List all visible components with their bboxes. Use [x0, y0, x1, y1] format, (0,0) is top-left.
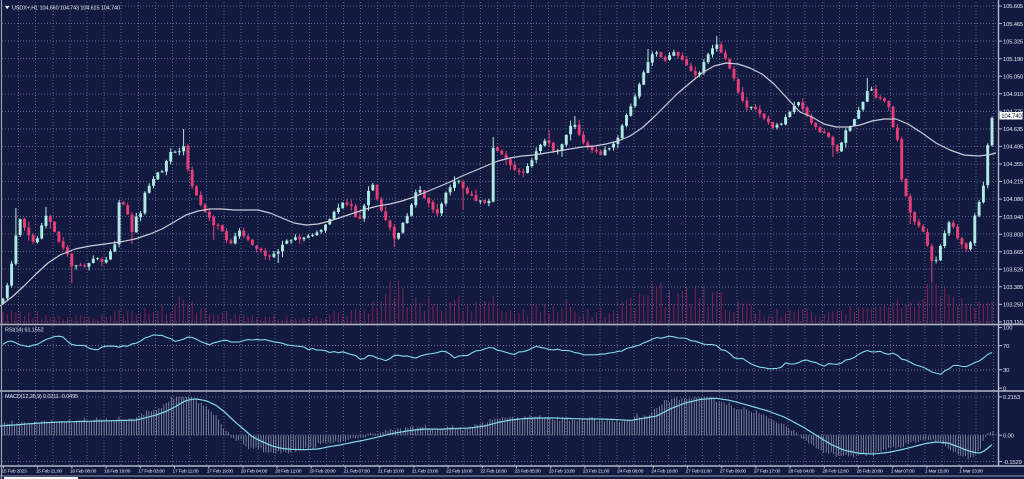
svg-text:104.495: 104.495 [1003, 145, 1024, 151]
svg-text:21 Feb 07:00: 21 Feb 07:00 [344, 469, 371, 475]
svg-text:28 Feb 20:00: 28 Feb 20:00 [857, 469, 884, 475]
svg-text:22 Feb 18:00: 22 Feb 18:00 [480, 469, 507, 475]
svg-text:21 Feb 15:00: 21 Feb 15:00 [378, 469, 405, 475]
svg-text:103.110: 103.110 [1003, 320, 1023, 326]
svg-text:1 Mar 23:00: 1 Mar 23:00 [959, 469, 983, 475]
svg-text:20 Feb 12:00: 20 Feb 12:00 [275, 469, 302, 475]
svg-text:103.385: 103.385 [1003, 285, 1024, 291]
svg-text:103.525: 103.525 [1003, 267, 1024, 273]
svg-text:105.050: 105.050 [1003, 74, 1024, 80]
svg-text:15 Feb 2023: 15 Feb 2023 [2, 469, 28, 475]
svg-text:20 Feb 04:00: 20 Feb 04:00 [241, 469, 268, 475]
svg-text:105.325: 105.325 [1003, 39, 1024, 45]
svg-text:16 Feb 16:00: 16 Feb 16:00 [104, 469, 131, 475]
svg-text:-0.1529: -0.1529 [1003, 460, 1022, 466]
svg-text:104.355: 104.355 [1003, 162, 1024, 168]
svg-text:104.635: 104.635 [1003, 127, 1024, 133]
svg-text:27 Feb 09:00: 27 Feb 09:00 [720, 469, 747, 475]
svg-text:30: 30 [1003, 368, 1010, 374]
svg-text:1 Mar 15:00: 1 Mar 15:00 [925, 469, 949, 475]
svg-text:20 Feb 20:00: 20 Feb 20:00 [309, 469, 336, 475]
svg-text:23 Feb 21:00: 23 Feb 21:00 [583, 469, 610, 475]
svg-text:17 Feb 11:00: 17 Feb 11:00 [173, 469, 199, 475]
svg-text:105.465: 105.465 [1003, 22, 1024, 28]
svg-text:MACD(12,26,9) 0.0211 -0.0495: MACD(12,26,9) 0.0211 -0.0495 [5, 394, 78, 400]
svg-text:104.215: 104.215 [1003, 180, 1024, 186]
svg-text:104.910: 104.910 [1003, 92, 1024, 98]
svg-text:28 Feb 12:00: 28 Feb 12:00 [822, 469, 849, 475]
svg-text:103.250: 103.250 [1003, 303, 1024, 309]
svg-text:24 Feb 16:00: 24 Feb 16:00 [651, 469, 678, 475]
svg-text:0.00: 0.00 [1003, 433, 1015, 439]
svg-text:0.2153: 0.2153 [1003, 395, 1021, 401]
svg-text:1 Mar 07:00: 1 Mar 07:00 [891, 469, 915, 475]
svg-text:21 Feb 23:00: 21 Feb 23:00 [412, 469, 439, 475]
svg-text:23 Feb 05:00: 23 Feb 05:00 [515, 469, 542, 475]
svg-text:22 Feb 10:00: 22 Feb 10:00 [446, 469, 473, 475]
svg-text:24 Feb 08:00: 24 Feb 08:00 [617, 469, 644, 475]
svg-text:104.740: 104.740 [1001, 114, 1022, 120]
svg-text:28 Feb 04:00: 28 Feb 04:00 [788, 469, 815, 475]
svg-text:103.665: 103.665 [1003, 250, 1024, 256]
svg-text:23 Feb 13:00: 23 Feb 13:00 [549, 469, 576, 475]
svg-text:16 Feb 08:00: 16 Feb 08:00 [70, 469, 97, 475]
svg-text:17 Feb 03:00: 17 Feb 03:00 [138, 469, 165, 475]
svg-text:17 Feb 19:00: 17 Feb 19:00 [207, 469, 234, 475]
svg-text:105.190: 105.190 [1003, 57, 1024, 63]
svg-text:27 Feb 17:00: 27 Feb 17:00 [754, 469, 781, 475]
svg-text:70: 70 [1003, 344, 1010, 350]
svg-text:104.080: 104.080 [1003, 197, 1024, 203]
svg-text:105.605: 105.605 [1003, 4, 1024, 10]
svg-text:100: 100 [1003, 326, 1013, 332]
svg-text:103.800: 103.800 [1003, 232, 1024, 238]
svg-text:0: 0 [1003, 386, 1007, 392]
svg-text:103.940: 103.940 [1003, 215, 1024, 221]
svg-text:27 Feb 01:00: 27 Feb 01:00 [686, 469, 713, 475]
svg-text:USDX+,H1 104.660 104.743 104.6: USDX+,H1 104.660 104.743 104.615 104.740 [12, 6, 120, 12]
svg-text:RSI(14) 61.1552: RSI(14) 61.1552 [5, 328, 44, 334]
svg-text:15 Feb 21:00: 15 Feb 21:00 [36, 469, 63, 475]
